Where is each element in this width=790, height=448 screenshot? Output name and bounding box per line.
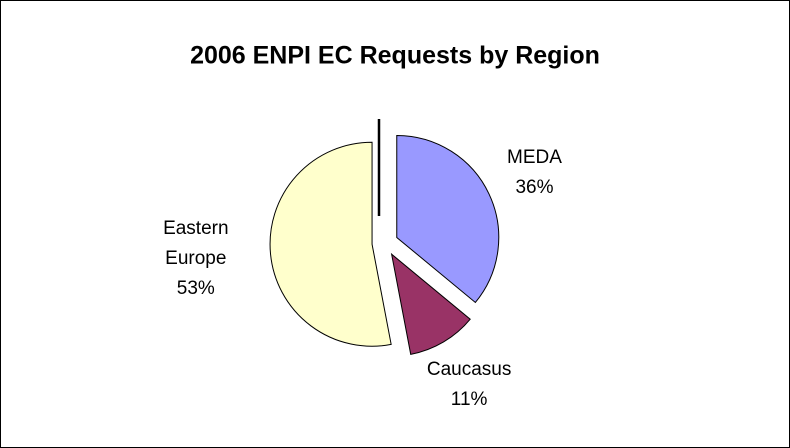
category-label: Eastern Europe — [163, 217, 229, 269]
value-label: 53% — [176, 277, 215, 299]
pie-slice — [390, 252, 471, 355]
pie-slice — [269, 141, 392, 347]
value-label: 36% — [515, 176, 554, 198]
chart-title: 2006 ENPI EC Requests by Region — [190, 42, 600, 70]
pie-slice — [396, 134, 500, 304]
category-label: Caucasus — [426, 359, 512, 381]
slice-label: Caucasus 11% — [427, 355, 512, 415]
category-label: MEDA — [507, 146, 562, 168]
slice-label: Eastern Europe 53% — [151, 214, 241, 304]
value-label: 11% — [450, 389, 488, 411]
slice-label: MEDA 36% — [507, 143, 562, 203]
